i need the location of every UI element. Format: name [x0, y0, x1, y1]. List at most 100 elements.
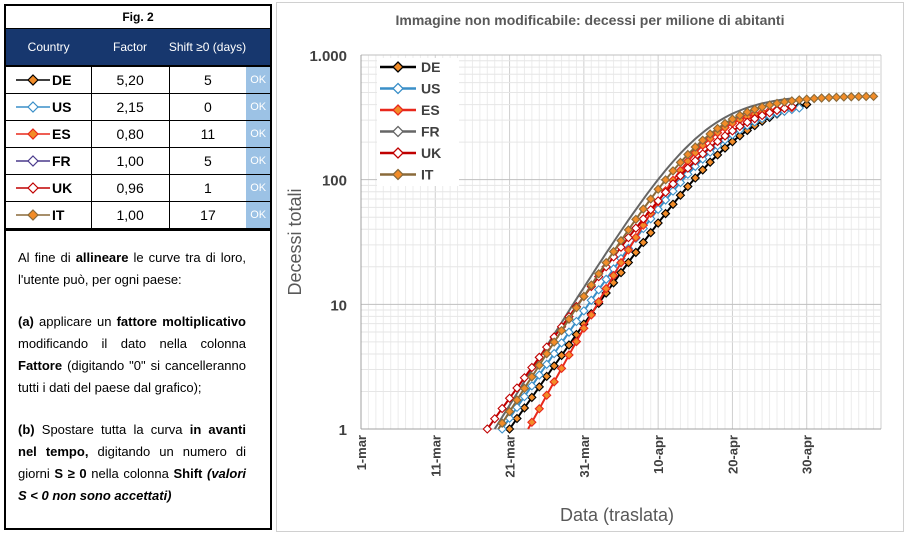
data-point: [705, 142, 715, 153]
data-point: [660, 208, 671, 219]
factor-input[interactable]: 1,00: [92, 202, 170, 228]
data-point: [675, 171, 686, 181]
data-point: [527, 362, 537, 373]
data-point: [668, 199, 678, 210]
shift-input[interactable]: 11: [200, 126, 216, 142]
legend-label: IT: [421, 167, 434, 183]
data-point: [593, 269, 604, 279]
data-point: [519, 383, 530, 394]
y-tick-label: 1.000: [309, 48, 347, 65]
data-point: [668, 179, 678, 189]
table-row: IT 1,00 17 OK: [6, 202, 270, 229]
data-point: [489, 413, 500, 424]
data-point: [675, 157, 686, 168]
data-point: [549, 337, 559, 347]
data-point: [512, 383, 522, 393]
data-point: [527, 417, 537, 428]
factor-input[interactable]: 2,15: [92, 94, 170, 120]
data-point: [638, 214, 649, 224]
shift-input[interactable]: 17: [200, 207, 216, 223]
country-code: US: [52, 99, 72, 115]
factor-input[interactable]: 5,20: [92, 67, 170, 93]
header-shift: Shift ≥0 (days): [168, 40, 247, 54]
legend-background: [377, 58, 459, 186]
data-point: [690, 156, 701, 166]
legend-marker: [392, 104, 404, 116]
data-point: [519, 403, 530, 413]
table-row: UK 0,96 1 OK: [6, 175, 270, 202]
data-point: [601, 283, 611, 294]
status-badge: OK: [246, 121, 270, 147]
legend-marker-icon: [16, 128, 50, 140]
country-table-panel: Fig. 2 Country Factor Shift ≥0 (days) DE…: [4, 4, 272, 530]
series-line-es: [527, 106, 793, 430]
data-point: [675, 190, 686, 201]
data-point: [534, 360, 545, 371]
table-row: DE 5,20 5 OK: [6, 67, 270, 94]
factor-input[interactable]: 0,80: [92, 121, 170, 147]
data-point: [638, 237, 649, 248]
data-point: [616, 257, 626, 268]
data-point: [660, 175, 671, 185]
data-point: [608, 246, 619, 257]
data-point: [586, 310, 597, 320]
data-point: [549, 377, 559, 387]
data-point: [638, 220, 649, 231]
deaths-chart: Immagine non modificabile: decessi per m…: [285, 12, 882, 525]
instructions: Al fine di allineare le curve tra di lor…: [6, 229, 270, 507]
instructions-shift: (b) Spostare tutta la curva in avanti ne…: [18, 422, 246, 503]
data-point: [556, 363, 567, 374]
data-point: [616, 235, 626, 246]
data-point: [794, 103, 805, 113]
factor-input[interactable]: 0,96: [92, 175, 170, 201]
data-point: [534, 382, 545, 392]
data-point: [653, 196, 663, 206]
data-point: [720, 131, 730, 141]
data-point: [712, 150, 723, 160]
shift-input[interactable]: 5: [204, 153, 212, 169]
header-country: Country: [27, 40, 70, 54]
data-point: [683, 181, 693, 192]
data-point: [623, 225, 634, 235]
y-tick-label: 1: [339, 422, 347, 439]
status-badge: OK: [246, 148, 270, 174]
data-point: [564, 314, 574, 324]
data-point: [697, 135, 708, 146]
data-point: [794, 95, 805, 105]
country-code: UK: [52, 180, 73, 196]
data-point: [645, 204, 656, 215]
data-point: [787, 96, 797, 106]
data-point: [601, 274, 611, 285]
data-point: [623, 245, 634, 255]
data-point: [564, 340, 574, 350]
legend-marker-icon: [16, 155, 50, 167]
data-point: [631, 214, 641, 225]
instructions-intro: Al fine di allineare le curve tra di lor…: [18, 250, 246, 287]
data-point: [668, 186, 678, 196]
data-point: [764, 100, 775, 110]
data-point: [586, 280, 597, 290]
shift-input[interactable]: 1: [204, 180, 212, 196]
data-point: [527, 381, 537, 391]
country-cell: US: [6, 94, 92, 120]
factor-input[interactable]: 1,00: [92, 148, 170, 174]
country-code: DE: [52, 72, 72, 88]
shift-input[interactable]: 5: [204, 72, 212, 88]
country-code: IT: [52, 207, 65, 223]
shift-input[interactable]: 0: [204, 99, 212, 115]
data-point: [527, 372, 537, 382]
legend-label: DE: [421, 59, 440, 75]
series-line-uk: [486, 105, 793, 430]
data-point: [653, 204, 663, 215]
status-badge: OK: [246, 94, 270, 120]
data-point: [564, 327, 574, 337]
data-point: [586, 295, 597, 306]
data-point: [720, 143, 730, 153]
x-tick-label: 10-apr: [651, 435, 666, 474]
legend-label: US: [421, 81, 440, 97]
data-point: [512, 413, 522, 424]
data-point: [861, 91, 871, 102]
status-badge: OK: [246, 202, 270, 228]
data-point: [660, 187, 671, 198]
data-point: [779, 103, 790, 114]
